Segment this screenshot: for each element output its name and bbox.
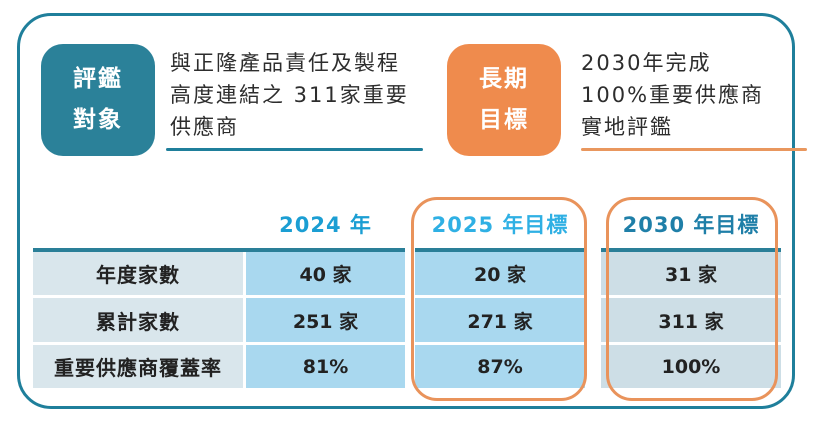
table-cell-2024-annual: 40 家 — [246, 252, 405, 295]
row-label-coverage-rate: 重要供應商覆蓋率 — [33, 345, 243, 388]
teal-underline-divider — [166, 148, 423, 151]
table-top-border — [33, 248, 405, 252]
badge-line-1: 評鑑 — [73, 66, 123, 92]
row-label-annual-count: 年度家數 — [33, 252, 243, 295]
description-line: 供應商 — [170, 115, 239, 139]
row-label-cumulative-count: 累計家數 — [33, 298, 243, 342]
description-line: 高度連結之 311家重要 — [170, 83, 409, 107]
table-cell-2024-coverage: 81% — [246, 345, 405, 388]
table-top-border — [601, 248, 781, 252]
column-header-2024: 2024 年 — [279, 213, 372, 237]
table-top-border — [415, 248, 585, 252]
table-cell-2025-annual: 20 家 — [415, 252, 585, 295]
rounded-frame: 評鑑 對象 與正隆產品責任及製程 高度連結之 311家重要 供應商 長期 目標 … — [17, 13, 807, 409]
table-cell-2025-coverage: 87% — [415, 345, 585, 388]
column-header-2030-target: 2030 年目標 — [622, 213, 760, 237]
description-line: 實地評鑑 — [581, 115, 673, 139]
description-line: 與正隆產品責任及製程 — [170, 51, 400, 75]
assessment-target-badge: 評鑑 對象 — [41, 44, 155, 156]
long-term-goal-description: 2030年完成 100%重要供應商 實地評鑑 — [581, 47, 813, 143]
orange-underline-divider — [581, 148, 807, 151]
table-cell-2024-cumulative: 251 家 — [246, 298, 405, 342]
badge-line-2: 對象 — [73, 107, 123, 133]
table-cell-2030-cumulative: 311 家 — [601, 298, 781, 342]
table-cell-2025-cumulative: 271 家 — [415, 298, 585, 342]
description-line: 2030年完成 — [581, 51, 712, 75]
long-term-goal-badge: 長期 目標 — [447, 44, 561, 156]
description-line: 100%重要供應商 — [581, 83, 765, 107]
assessment-target-description: 與正隆產品責任及製程 高度連結之 311家重要 供應商 — [170, 47, 450, 143]
column-header-2025-target: 2025 年目標 — [431, 213, 569, 237]
table-cell-2030-annual: 31 家 — [601, 252, 781, 295]
badge-line-2: 目標 — [479, 107, 529, 133]
table-cell-2030-coverage: 100% — [601, 345, 781, 388]
badge-line-1: 長期 — [479, 66, 529, 92]
